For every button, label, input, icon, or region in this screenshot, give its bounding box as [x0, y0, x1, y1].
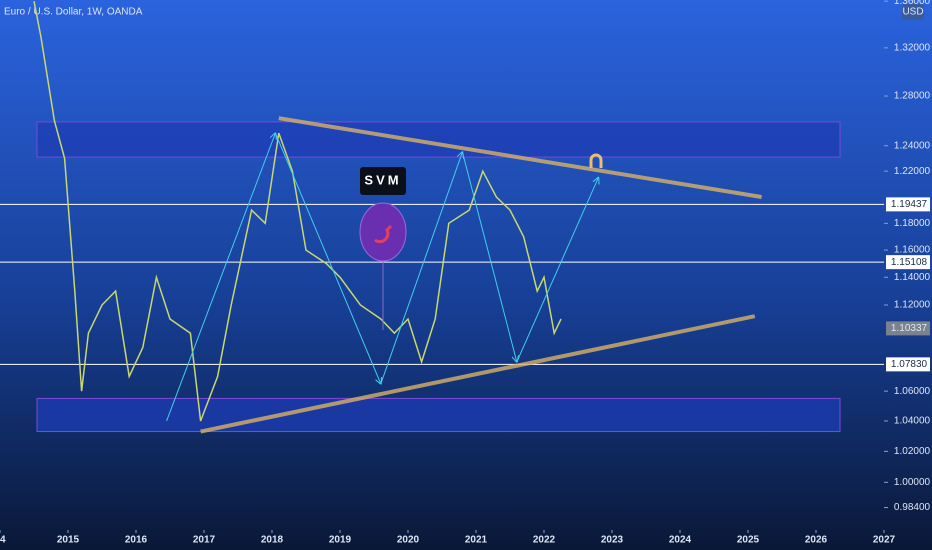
arrow [380, 152, 463, 384]
x-tick-label: 2017 [193, 535, 216, 546]
y-tick-label: 1.04000 [894, 416, 931, 427]
y-tick-label: 1.16000 [894, 245, 931, 256]
currency: USD [902, 7, 923, 18]
x-tick-label: 2023 [601, 535, 624, 546]
badge-box [360, 167, 406, 195]
x-tick-label: 2027 [873, 535, 896, 546]
magnet-shape [374, 224, 393, 244]
x-tick-label: 2025 [737, 535, 760, 546]
price-label: 1.15108 [891, 257, 928, 268]
y-tick-label: 1.14000 [894, 272, 931, 283]
x-tick-label: 2018 [261, 535, 284, 546]
x-tick-label: 2020 [397, 535, 420, 546]
y-tick-label: 1.22000 [894, 166, 931, 177]
y-tick-label: 1.12000 [894, 300, 931, 311]
arrow [274, 132, 380, 384]
arrow [166, 133, 276, 422]
y-tick-label: 1.36000 [894, 0, 931, 7]
x-tick-label: 2026 [805, 535, 828, 546]
currency-box [902, 4, 924, 20]
price-label: 1.07830 [891, 359, 928, 370]
y-tick-label: 1.06000 [894, 386, 931, 397]
target-icon [589, 153, 603, 168]
price-label-box [886, 357, 930, 372]
x-tick-label: 2024 [669, 535, 692, 546]
zone [36, 121, 841, 158]
price-label: 1.19437 [891, 199, 928, 210]
y-tick-label: 1.28000 [894, 91, 931, 102]
trendline [278, 116, 762, 199]
x-tick-label: 14 [0, 535, 6, 546]
zone [36, 397, 841, 433]
badge: SVM [364, 172, 401, 187]
price-label-box [886, 255, 930, 270]
x-tick-label: 2015 [57, 535, 80, 546]
price-line [33, 1, 562, 422]
last-price-label: 1.10337 [891, 323, 928, 334]
trendline [200, 314, 756, 434]
x-tick-label: 2016 [125, 535, 148, 546]
chart-title: Euro / U.S. Dollar, 1W, OANDA [4, 7, 143, 18]
price-label-box [886, 197, 930, 212]
last-price-box [886, 321, 930, 336]
x-tick-label: 2019 [329, 535, 352, 546]
y-tick-label: 1.32000 [894, 43, 931, 54]
y-tick-label: 1.02000 [894, 446, 931, 457]
y-tick-label: 1.00000 [894, 477, 931, 488]
y-tick-label: 0.98400 [894, 502, 931, 513]
magnet-icon [359, 202, 407, 262]
y-tick-label: 1.24000 [894, 140, 931, 151]
arrow [461, 151, 516, 362]
arrow [516, 178, 599, 363]
x-tick-label: 2021 [465, 535, 488, 546]
y-tick-label: 1.18000 [894, 218, 931, 229]
x-tick-label: 2022 [533, 535, 556, 546]
